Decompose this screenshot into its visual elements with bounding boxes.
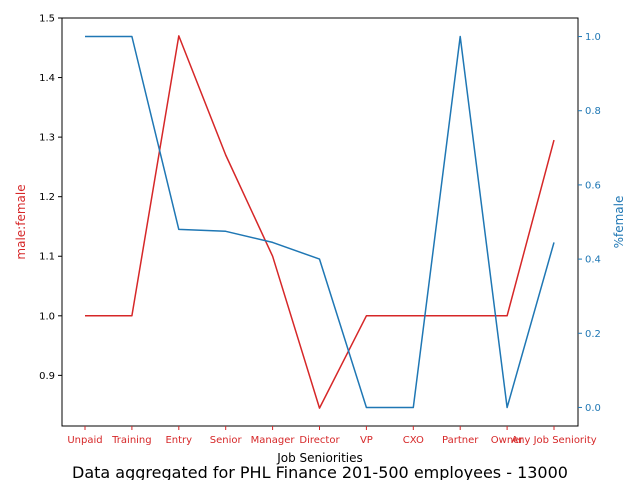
x-tick-label: Owner [491, 435, 525, 446]
right-y-tick-label: 0.6 [585, 180, 601, 191]
left-y-tick-label: 0.9 [39, 371, 55, 382]
x-tick-label: Senior [210, 435, 243, 446]
plot-area [61, 17, 579, 427]
x-axis: Unpaid Training Entry Senior Manager Director… [67, 426, 597, 446]
x-tick-label: Entry [165, 435, 192, 446]
x-tick-label: Manager [251, 435, 296, 446]
right-y-tick-label: 0.8 [585, 106, 601, 117]
right-y-tick-label: 0.4 [585, 255, 601, 266]
left-y-axis-label: male:female [14, 184, 28, 259]
left-y-tick-label: 1.4 [39, 73, 55, 84]
chart-caption: Data aggregated for PHL Finance 201-500 … [72, 463, 568, 480]
male-female-ratio-line [85, 35, 555, 409]
right-y-tick-label: 0.2 [585, 329, 601, 340]
percent-female-line [85, 35, 555, 409]
right-y-tick-label: 0.0 [585, 403, 601, 414]
left-y-tick-label: 1.1 [39, 252, 55, 263]
left-y-tick-label: 1.5 [39, 14, 55, 25]
left-y-tick-label: 1.0 [39, 311, 55, 322]
right-y-axis: 0.0 0.2 0.4 0.6 0.8 1.0 [578, 32, 601, 414]
left-y-axis: 0.9 1.0 1.1 1.2 1.3 1.4 1.5 [39, 14, 62, 382]
x-axis-label: Job Seniorities [276, 451, 363, 465]
x-tick-label: Any Job Seniority [511, 435, 596, 446]
right-y-axis-label: %female [612, 196, 626, 249]
x-tick-label: Training [111, 435, 151, 446]
series-lines [85, 35, 555, 409]
x-tick-label: Unpaid [67, 435, 102, 446]
right-y-tick-label: 1.0 [585, 32, 601, 43]
x-tick-label: CXO [403, 435, 424, 446]
left-y-tick-label: 1.2 [39, 192, 55, 203]
left-y-tick-label: 1.3 [39, 133, 55, 144]
x-tick-label: Director [299, 435, 340, 446]
x-tick-label: VP [360, 435, 373, 446]
plot-frame [61, 17, 579, 427]
x-tick-label: Partner [442, 435, 479, 446]
